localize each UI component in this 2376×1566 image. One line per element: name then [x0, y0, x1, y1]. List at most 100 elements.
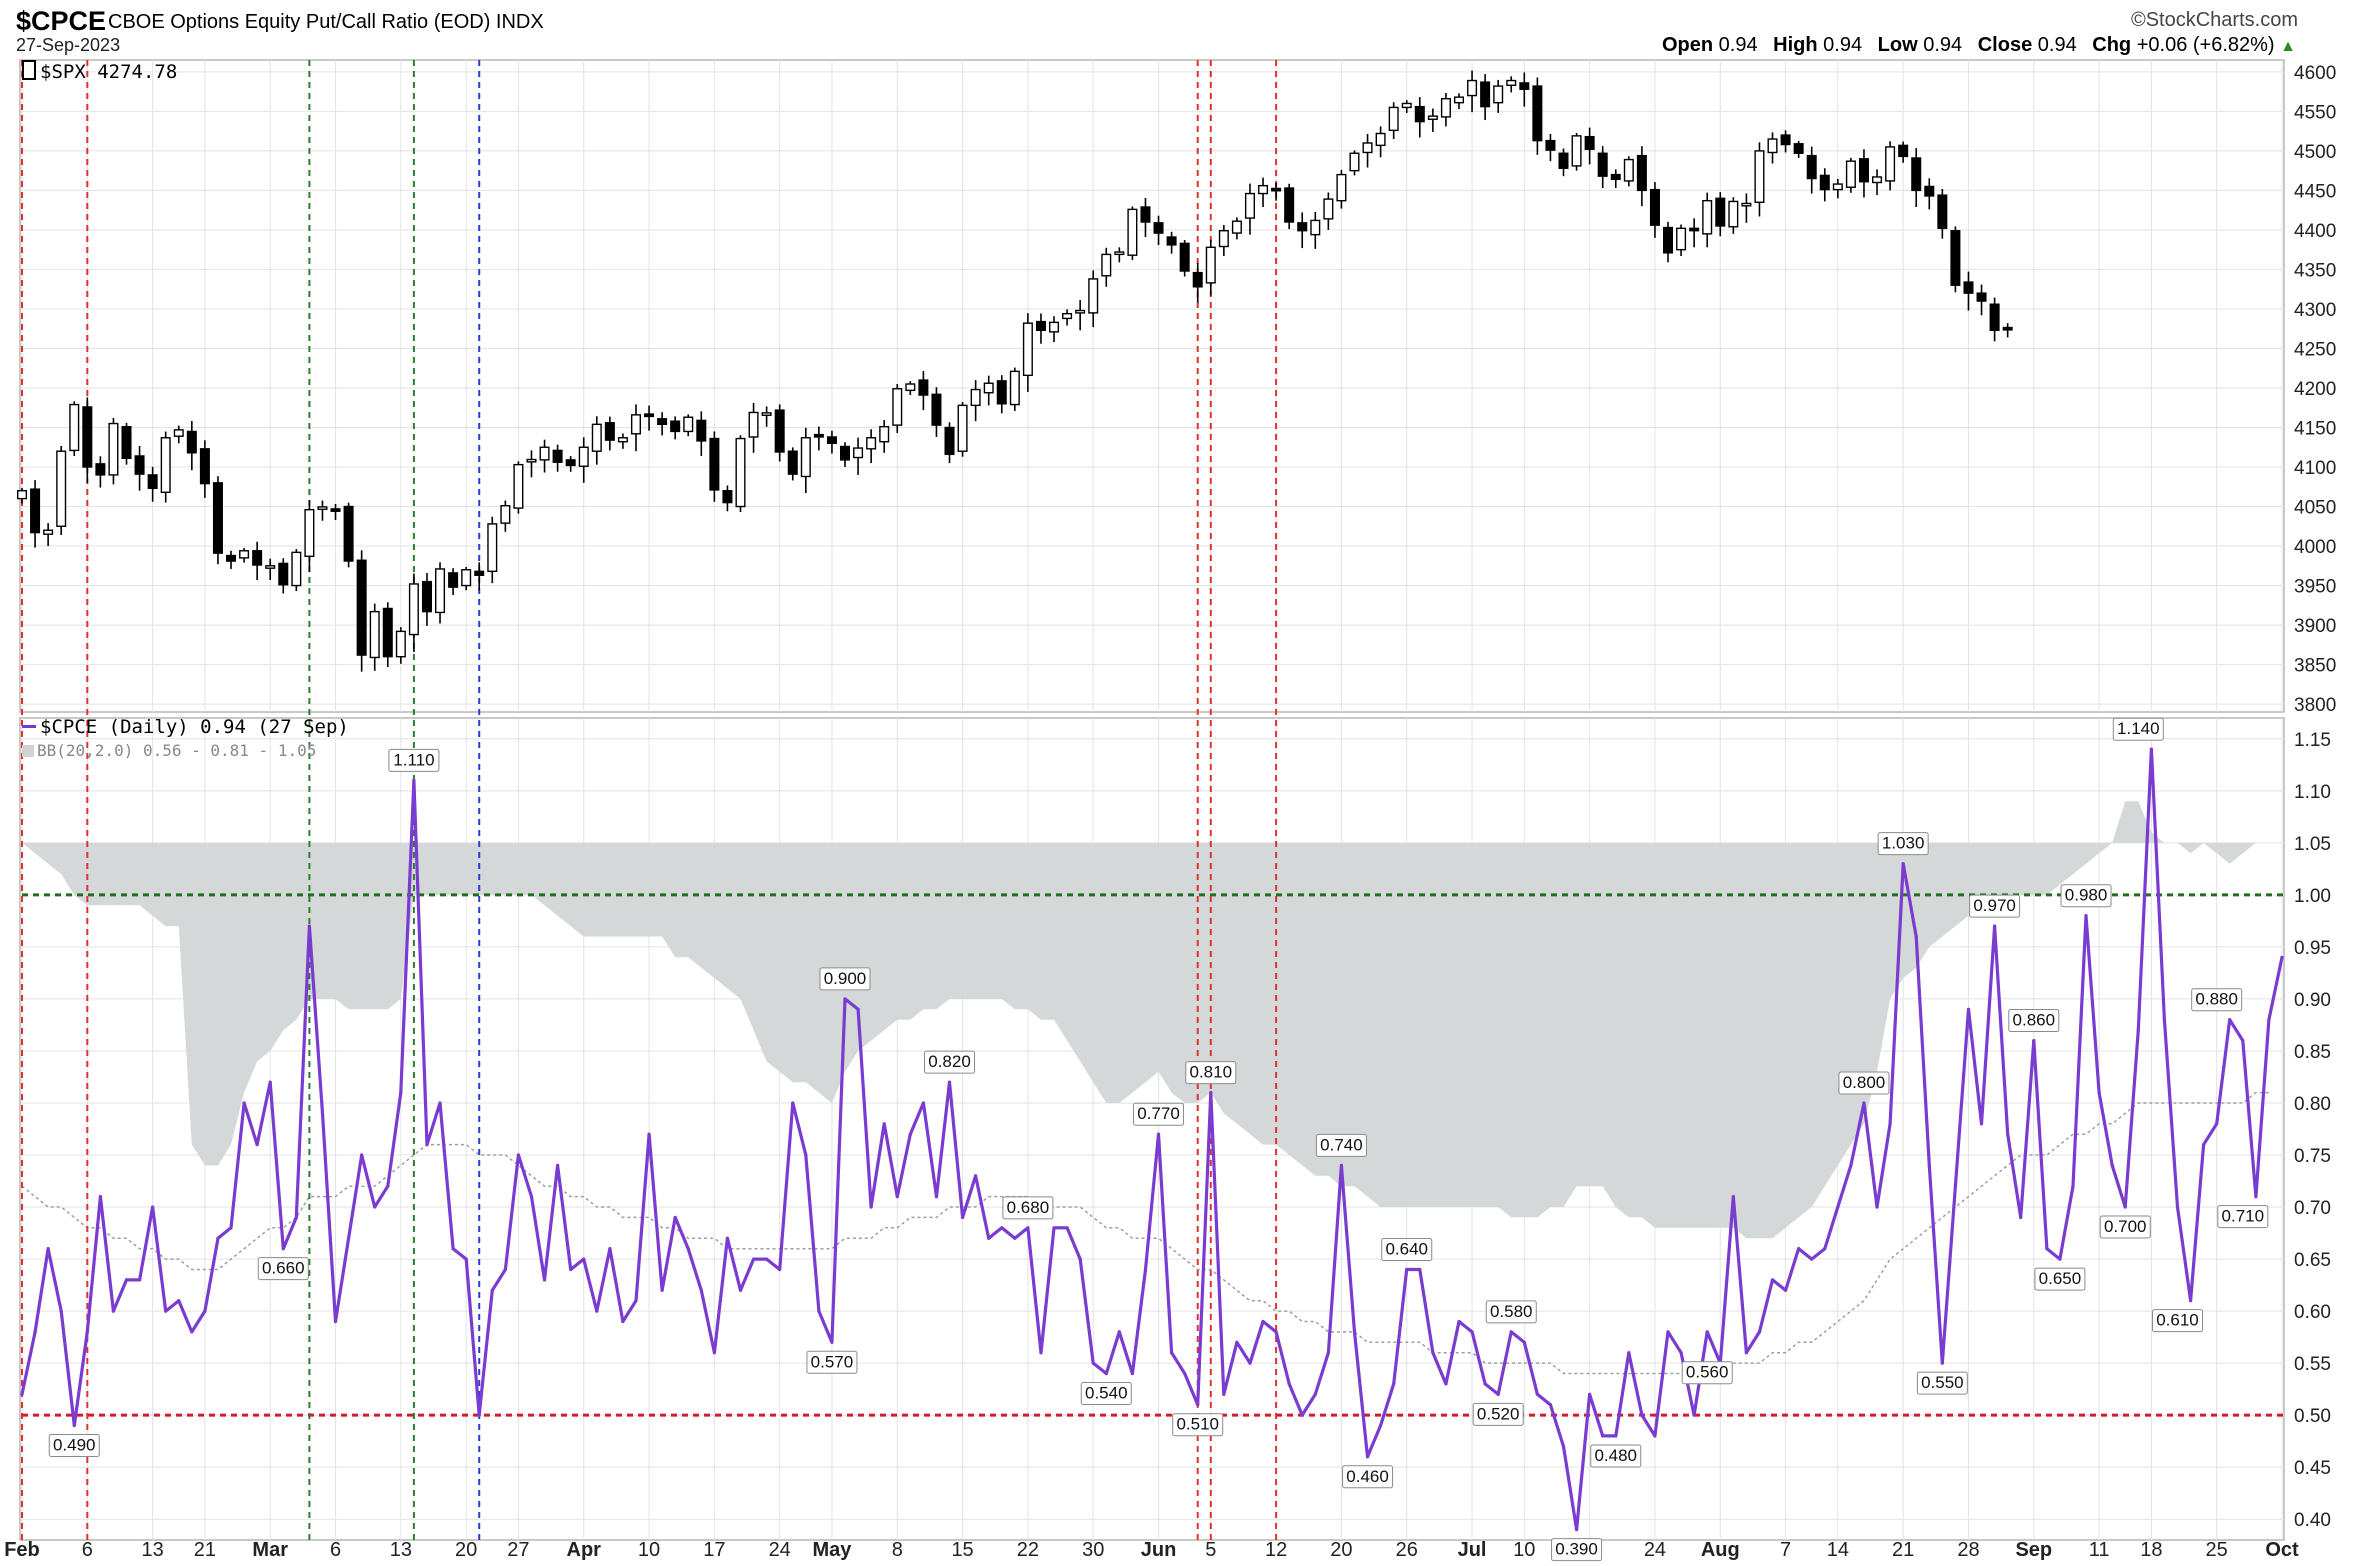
x-tick-label: 13 [390, 1539, 412, 1561]
cpce-value-label: 0.460 [1342, 1465, 1394, 1489]
label-text: 0.800 [1843, 1073, 1886, 1092]
price-y-tick: 4350 [2294, 260, 2336, 281]
x-tick-label: 30 [1082, 1539, 1104, 1561]
cpce-value-label: 0.480 [1590, 1444, 1642, 1468]
cpce-point [281, 1247, 285, 1251]
spx-candle-body [1845, 160, 1856, 188]
cpce-value-label: 0.390 [1551, 1538, 1603, 1562]
spx-candle-body [134, 455, 145, 475]
cpce-point [908, 1132, 912, 1136]
spx-candle-body [1231, 220, 1242, 234]
label-text: 0.970 [1973, 896, 2016, 915]
spx-candle-body [1480, 81, 1491, 108]
cpce-point [529, 1195, 534, 1199]
spx-candle-body [1898, 144, 1909, 158]
chg-label: Chg [2092, 34, 2132, 56]
cpce-point [412, 778, 416, 783]
brand-watermark[interactable]: ©StockCharts.com [2130, 9, 2298, 31]
label-box [1133, 1102, 1185, 1126]
cpce-value-label: 0.550 [1916, 1371, 1968, 1395]
spx-candle-body [578, 446, 589, 467]
cpce-point [190, 1330, 194, 1334]
label-text: 1.030 [1882, 834, 1925, 853]
x-tick-label: 18 [2140, 1539, 2162, 1561]
spx-candle-body [1780, 134, 1791, 146]
cpce-point [2136, 1028, 2140, 1032]
spx-candle-body [709, 437, 720, 491]
cpce-y-tick: 0.40 [2294, 1510, 2331, 1531]
spx-candle-body [996, 380, 1007, 405]
spx-candle-body [1388, 106, 1399, 132]
spx-candle-body [278, 562, 289, 586]
indicator-panel-frame [19, 717, 2285, 1541]
spx-candle-body [1793, 143, 1804, 154]
spx-candle-body [1401, 102, 1412, 109]
cpce-y-tick: 0.50 [2294, 1406, 2331, 1427]
cpce-point [1405, 1267, 1409, 1272]
price-y-tick: 4400 [2294, 221, 2336, 242]
spx-candle-body [1885, 146, 1896, 182]
label-box [2151, 1309, 2203, 1333]
cpce-point [203, 1309, 207, 1313]
cpce-value-label: 0.820 [924, 1050, 976, 1074]
spx-candle-body [1950, 230, 1961, 286]
label-text: 0.860 [2013, 1011, 2056, 1030]
spx-candle-body [1075, 309, 1086, 314]
cpce-point [2149, 747, 2153, 751]
spx-candle-body [252, 550, 263, 566]
spx-candle-body [43, 529, 54, 535]
high-label: High [1773, 34, 1818, 56]
x-tick-label: 17 [703, 1539, 725, 1561]
cpce-point [33, 1330, 37, 1334]
label-text: 0.520 [1477, 1404, 1520, 1423]
spx-candle-body [1506, 79, 1517, 86]
cpce-y-tick: 0.45 [2294, 1458, 2331, 1479]
x-tick-label: Mar [252, 1539, 288, 1561]
cpce-point [2241, 1038, 2245, 1043]
symbol-title: $CPCE [16, 6, 107, 36]
spx-candle-body [1192, 271, 1203, 288]
spx-candle-body [1258, 184, 1269, 195]
spx-candle-body [1009, 370, 1020, 406]
cpce-point [1614, 1434, 1618, 1438]
cpce-point [934, 1195, 939, 1199]
cpce-point [2280, 955, 2284, 959]
label-text: 0.880 [2195, 990, 2238, 1009]
chg-value: +0.06 (+6.82%) [2136, 34, 2275, 56]
spx-candle-body [1101, 253, 1112, 277]
label-box [2217, 1205, 2269, 1229]
spx-candle-body [1127, 208, 1138, 256]
cpce-point [1509, 1330, 1513, 1334]
cpce-point [1078, 1257, 1082, 1261]
spx-candle-body [839, 445, 851, 461]
cpce-point [1431, 1351, 1435, 1355]
cpce-y-tick: 0.70 [2294, 1198, 2331, 1219]
spx-candle-body [748, 411, 759, 438]
label-box [1681, 1361, 1733, 1385]
spx-candle-body [657, 418, 668, 426]
x-tick-label: 5 [1205, 1539, 1216, 1561]
spx-candle-body [1205, 246, 1216, 284]
spx-candle-body [1244, 192, 1255, 219]
cpce-point [1065, 1226, 1069, 1230]
cpce-point [2162, 1018, 2167, 1022]
cpce-point [1352, 1330, 1357, 1334]
spx-candle-body [1636, 154, 1647, 192]
spx-candle-body [1754, 150, 1765, 203]
cpce-point [464, 1257, 468, 1261]
spx-candle-body [356, 559, 367, 656]
cpce-point [1888, 1122, 1892, 1126]
cpce-point [1797, 1247, 1801, 1251]
label-box [2191, 988, 2243, 1012]
spx-candle-body [435, 568, 446, 614]
ohlc-readout: Open 0.94 High 0.94 Low 0.94 Close 0.94 … [1662, 34, 2296, 57]
cpce-point [1483, 1382, 1487, 1386]
bollinger-band-area [22, 801, 2256, 1239]
cpce-point [425, 1143, 429, 1147]
label-box [48, 1434, 100, 1458]
spx-candle-body [696, 419, 707, 442]
spx-candle-body [369, 610, 380, 659]
spx-candle-body [1519, 82, 1530, 90]
low-value: 0.94 [1923, 34, 1963, 56]
